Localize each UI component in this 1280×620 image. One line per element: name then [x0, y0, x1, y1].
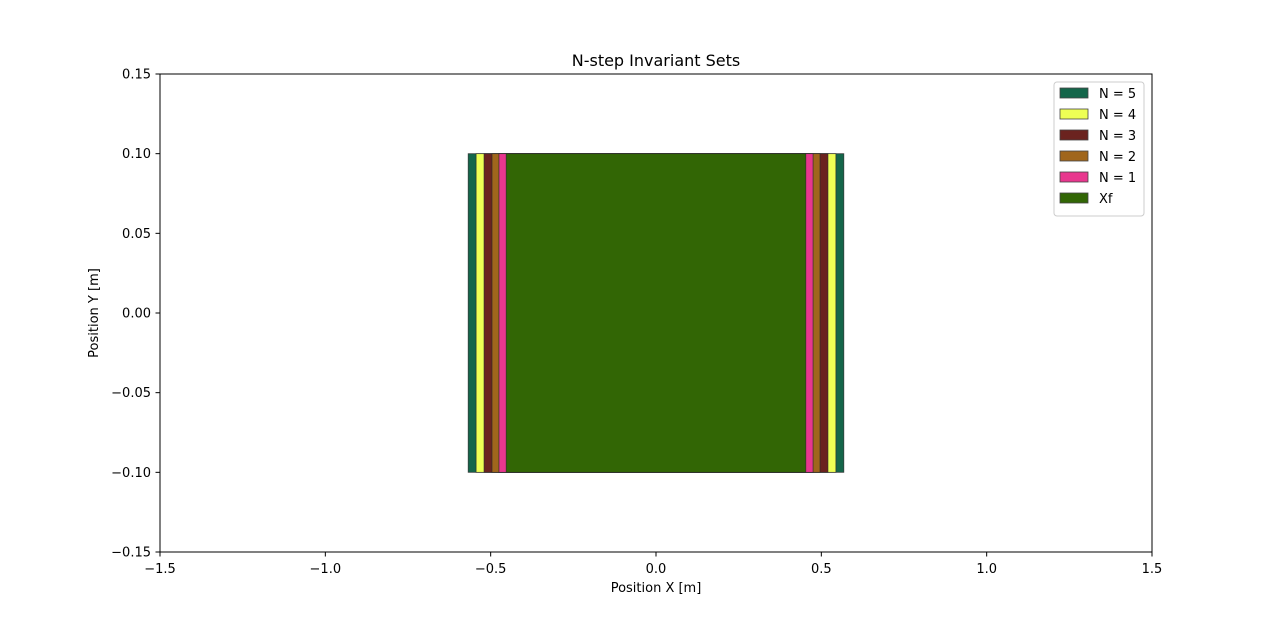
- x-tick-label: 0.5: [811, 562, 832, 577]
- x-tick-label: 1.5: [1142, 562, 1163, 577]
- set-region-xf: [505, 153, 807, 473]
- x-tick-label: 1.0: [976, 562, 997, 577]
- legend-label-xf: Xf: [1099, 192, 1113, 207]
- legend-swatch-n-2: [1059, 150, 1089, 162]
- y-tick-label: 0.05: [122, 227, 151, 242]
- sets-layer: [467, 153, 845, 473]
- legend-label-n-3: N = 3: [1099, 129, 1136, 144]
- legend-swatch-xf: [1059, 192, 1089, 204]
- x-tick-label: 0.0: [646, 562, 667, 577]
- legend-label-n-2: N = 2: [1099, 150, 1136, 165]
- chart-title: N-step Invariant Sets: [572, 51, 741, 70]
- legend-swatch-n-4: [1059, 108, 1089, 120]
- legend-swatch-n-5: [1059, 87, 1089, 99]
- legend: N = 5 N = 4 N = 3 N = 2 N = 1 Xf: [1053, 81, 1145, 217]
- legend-swatch-n-1: [1059, 171, 1089, 183]
- legend-label-n-5: N = 5: [1099, 87, 1136, 102]
- legend-label-n-1: N = 1: [1099, 171, 1136, 186]
- y-tick-label: −0.15: [111, 546, 151, 561]
- x-axis-label: Position X [m]: [611, 581, 702, 596]
- legend-swatch-n-3: [1059, 129, 1089, 141]
- x-axis: −1.5 −1.0 −0.5 0.0 0.5 1.0 1.5: [144, 552, 1162, 577]
- x-tick-label: −0.5: [475, 562, 507, 577]
- y-tick-label: −0.05: [111, 386, 151, 401]
- y-axis-label: Position Y [m]: [87, 268, 102, 358]
- y-tick-label: 0.15: [122, 68, 151, 83]
- y-axis: −0.15 −0.10 −0.05 0.00 0.05 0.10 0.15: [111, 68, 160, 561]
- legend-label-n-4: N = 4: [1099, 108, 1136, 123]
- y-tick-label: 0.10: [122, 147, 151, 162]
- y-tick-label: 0.00: [122, 307, 151, 322]
- y-tick-label: −0.10: [111, 466, 151, 481]
- x-tick-label: −1.5: [144, 562, 176, 577]
- x-tick-label: −1.0: [310, 562, 342, 577]
